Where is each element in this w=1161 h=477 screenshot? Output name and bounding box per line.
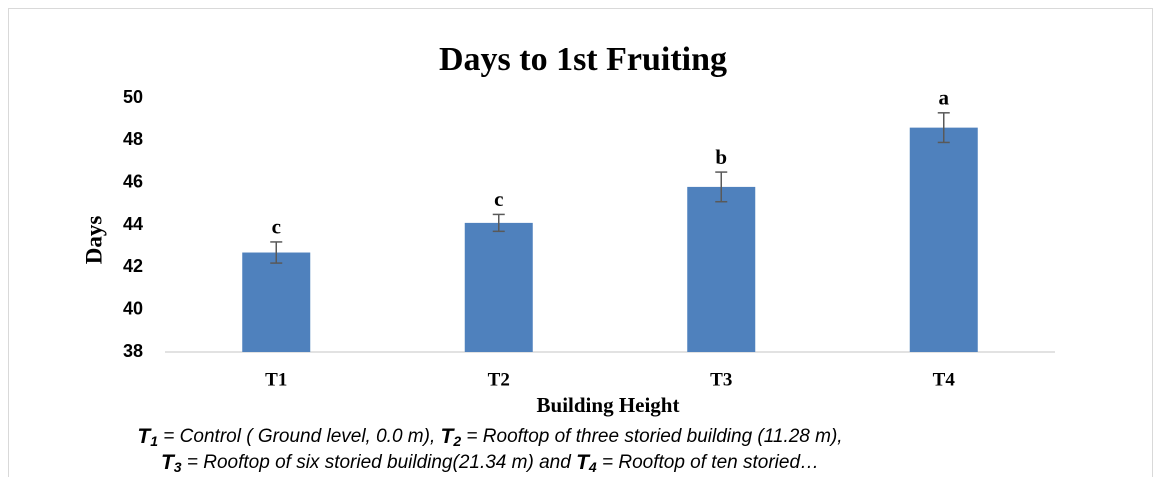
caption-text: = Control ( Ground level, 0.0 m), [158, 426, 440, 447]
y-tick-label: 38 [123, 341, 143, 361]
y-axis-title: Days [81, 216, 106, 265]
y-tick-label: 50 [123, 87, 143, 107]
x-tick-label: T1 [265, 369, 287, 390]
y-tick-label: 44 [123, 214, 143, 234]
caption-text: = Rooftop of three storied building (11.… [461, 426, 842, 447]
chart-border [8, 8, 1153, 477]
error-bar [270, 241, 283, 264]
y-tick-label: 46 [123, 171, 143, 191]
x-tick-label: T3 [710, 369, 732, 390]
caption-text: = Rooftop of ten storied… [597, 452, 819, 473]
caption-text: = Rooftop of six storied building(21.34 … [182, 452, 576, 473]
bar [687, 186, 756, 352]
x-axis-title: Building Height [537, 393, 680, 417]
bar [464, 222, 533, 352]
caption-symbol: T [576, 451, 591, 474]
y-tick-label: 48 [123, 129, 143, 149]
caption-symbol: T [441, 425, 456, 448]
significance-letter: c [494, 187, 503, 211]
caption-line: T1 = Control ( Ground level, 0.0 m), T2 … [137, 425, 842, 449]
error-bar [715, 171, 728, 203]
caption-subscript: 4 [588, 459, 597, 475]
error-bar [492, 213, 505, 233]
y-tick-label: 40 [123, 298, 143, 318]
x-tick-label: T2 [488, 369, 510, 390]
caption-subscript: 2 [452, 433, 461, 449]
caption-subscript: 1 [150, 433, 158, 449]
significance-letter: b [715, 145, 727, 169]
x-tick-label: T4 [933, 369, 956, 390]
bar [909, 127, 978, 352]
caption-symbol: T [161, 451, 176, 474]
caption-symbol: T [137, 425, 152, 448]
significance-letter: c [272, 215, 281, 239]
caption-line: T3 = Rooftop of six storied building(21.… [161, 451, 819, 475]
y-tick-label: 42 [123, 256, 143, 276]
error-bar [937, 112, 950, 144]
caption-subscript: 3 [174, 459, 182, 475]
significance-letter: a [939, 86, 950, 110]
chart-title: Days to 1st Fruiting [439, 41, 727, 78]
bar [242, 252, 311, 352]
